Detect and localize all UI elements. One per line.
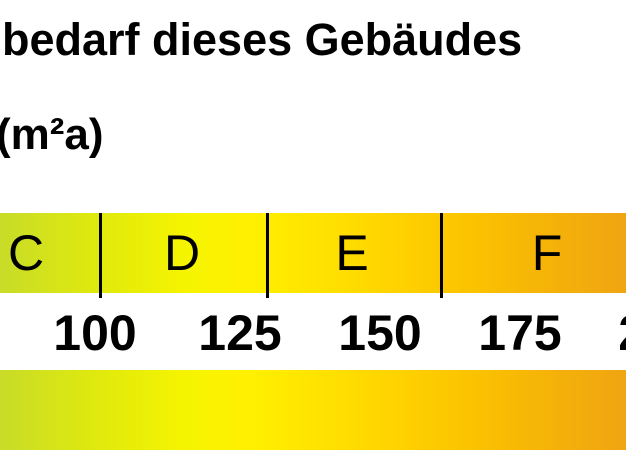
energy-class-label-f: F xyxy=(531,225,563,281)
class-divider xyxy=(99,213,102,298)
energy-gradient-bar xyxy=(0,370,626,450)
scale-tick-100: 100 xyxy=(53,305,137,361)
title-text: bedarf dieses Gebäudes xyxy=(2,14,523,65)
class-divider xyxy=(266,213,269,298)
scale-tick-125: 125 xyxy=(198,305,282,361)
energy-class-band xyxy=(0,213,626,293)
energy-class-label-c: C xyxy=(7,225,45,281)
scale-tick-150: 150 xyxy=(338,305,422,361)
scale-tick-200: 200 xyxy=(618,302,626,364)
scale-tick-175: 175 xyxy=(478,305,562,361)
energy-class-label-d: D xyxy=(163,225,201,281)
class-divider xyxy=(440,213,443,298)
energy-class-label-e: E xyxy=(335,225,369,281)
unit-text: (m²a) xyxy=(0,110,104,159)
